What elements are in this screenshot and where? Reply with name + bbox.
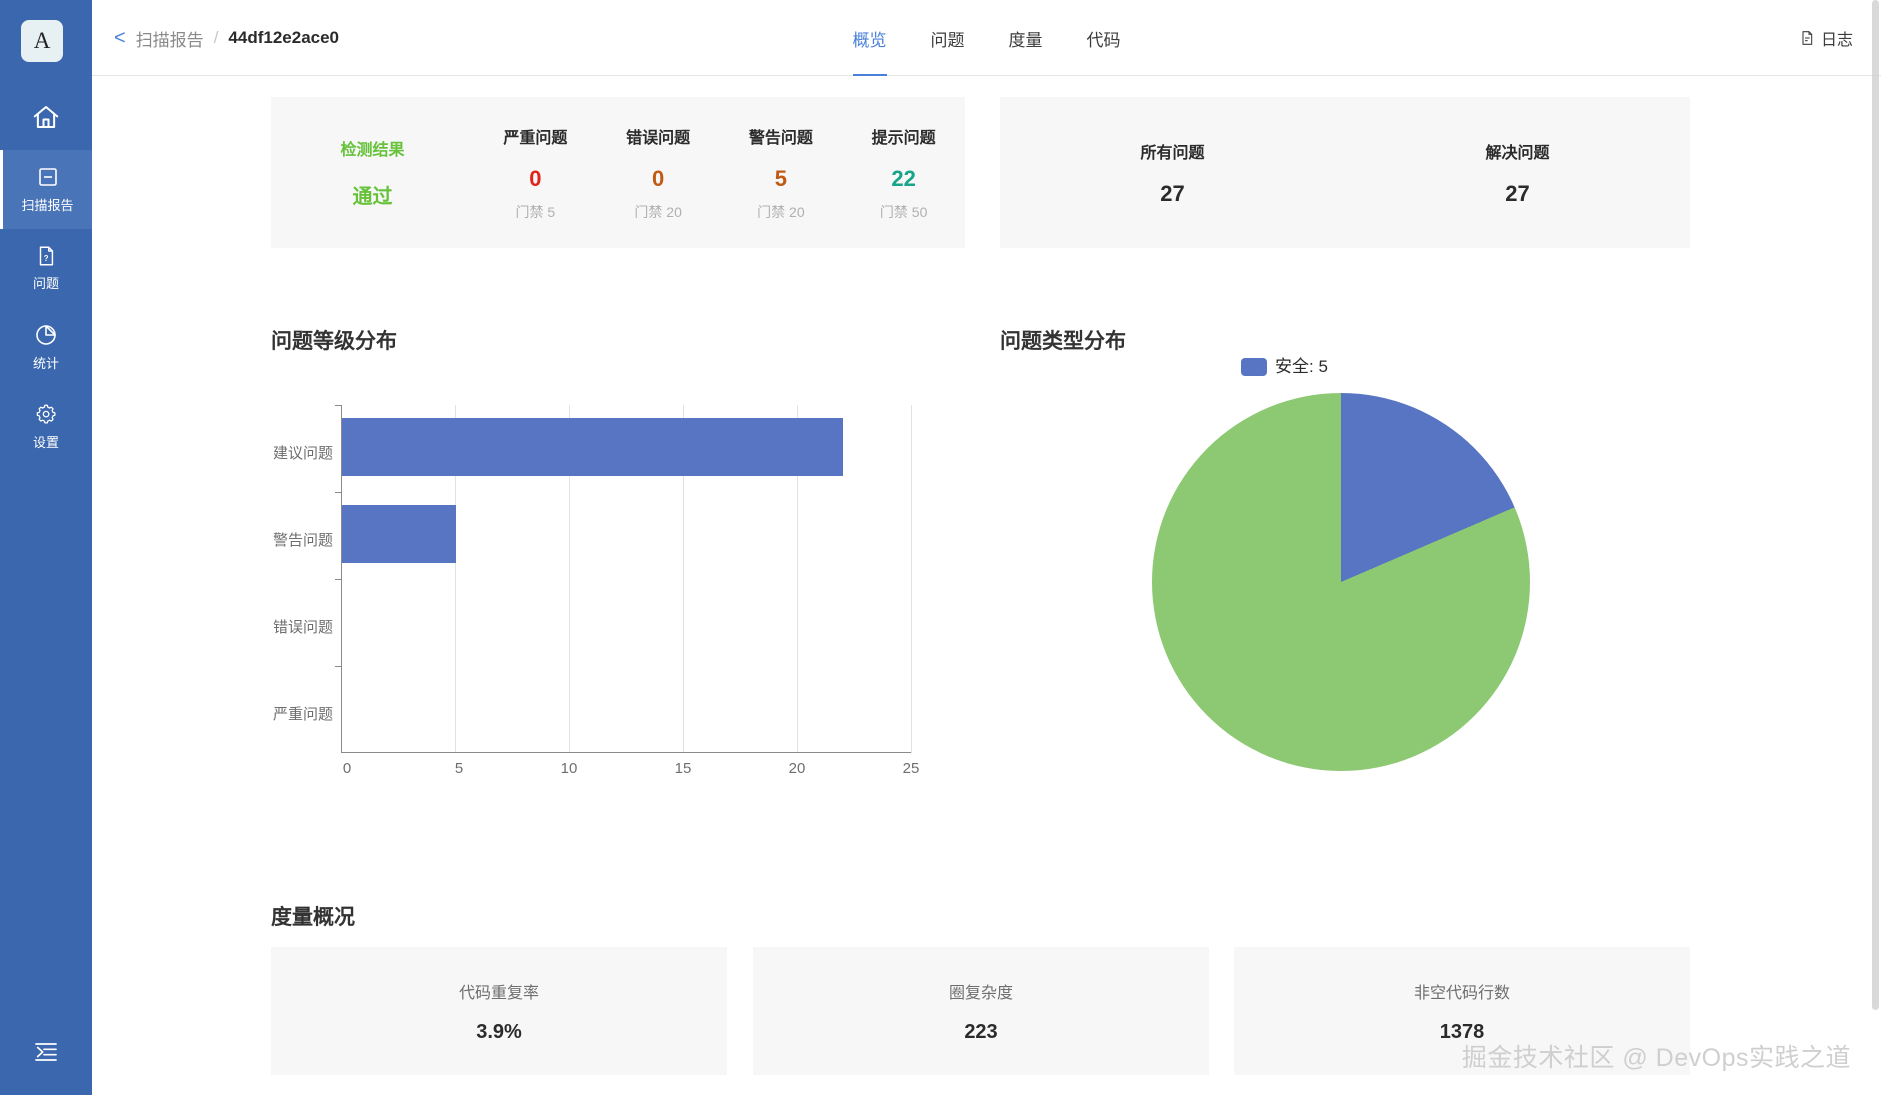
svg-text:?: ? <box>44 254 49 263</box>
